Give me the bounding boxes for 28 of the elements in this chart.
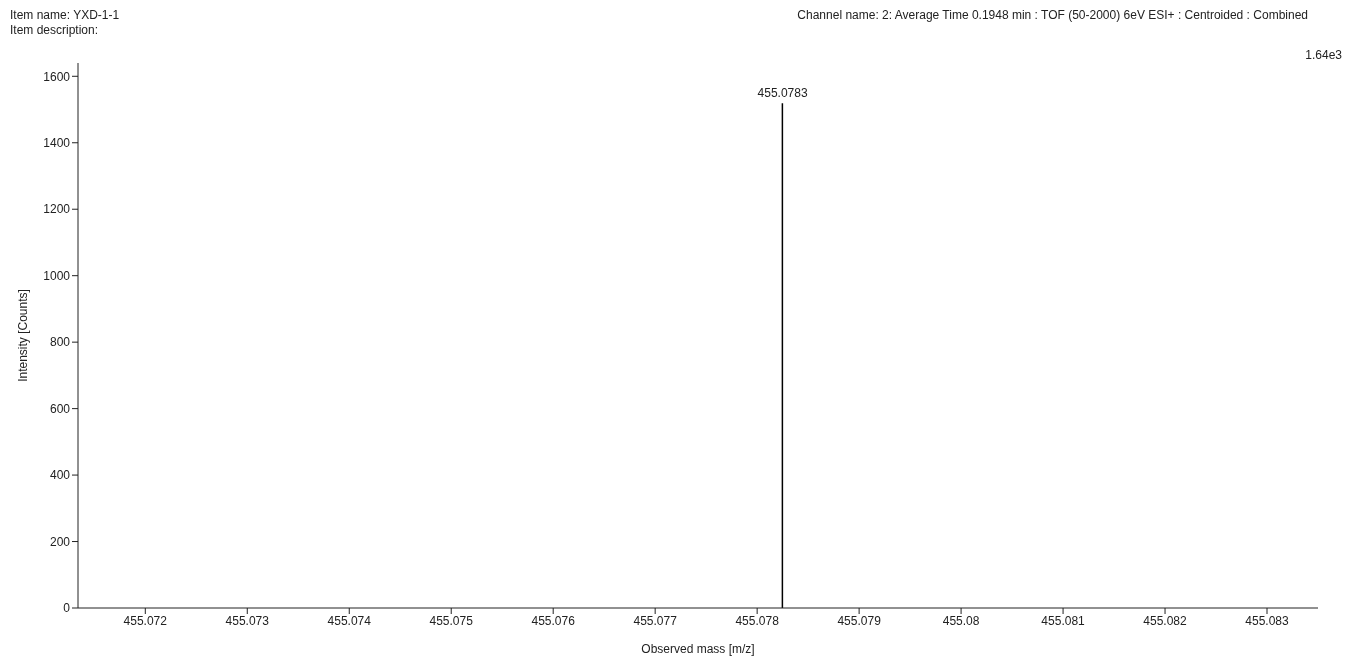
y-tick-label: 1400 xyxy=(43,136,71,151)
x-tick-label: 455.079 xyxy=(837,613,882,628)
x-tick-label: 455.073 xyxy=(225,613,270,628)
x-tick-label: 455.077 xyxy=(633,613,678,628)
y-tick-label: 0 xyxy=(63,601,71,616)
x-tick-label: 455.083 xyxy=(1245,613,1290,628)
text: Channel name: 2: Average Time 0.1948 min : TOF (50-2000) 6eV ESI+ : Centroided : Combined xyxy=(797,8,1308,22)
x-tick-label: 455.081 xyxy=(1041,613,1086,628)
y-axis-title: Intensity [Counts] xyxy=(16,289,31,382)
y-tick-label: 1200 xyxy=(43,202,71,217)
x-tick-label: 455.078 xyxy=(735,613,780,628)
x-tick-label: 455.074 xyxy=(327,613,372,628)
x-axis-title: Observed mass [m/z] xyxy=(641,642,755,656)
x-tick-label: 455.082 xyxy=(1143,613,1188,628)
chart-title: Item name: YXD-1-1 xyxy=(10,8,120,22)
y-tick-label: 1600 xyxy=(43,69,71,84)
annotation: 455.0783 xyxy=(757,86,808,101)
x-tick-label: 455.08 xyxy=(942,613,980,628)
x-tick-label: 455.076 xyxy=(531,613,576,628)
y-tick-label: 200 xyxy=(49,534,71,549)
x-tick-label: 455.075 xyxy=(429,613,474,628)
y-tick-label: 600 xyxy=(49,401,71,416)
x-tick-label: 455.072 xyxy=(123,613,168,628)
text: 1.64e3 xyxy=(1305,48,1342,62)
y-tick-label: 1000 xyxy=(43,268,71,283)
y-tick-label: 400 xyxy=(49,468,71,483)
chart-subtitle: Item description: xyxy=(10,23,99,37)
y-tick-label: 800 xyxy=(49,335,71,350)
